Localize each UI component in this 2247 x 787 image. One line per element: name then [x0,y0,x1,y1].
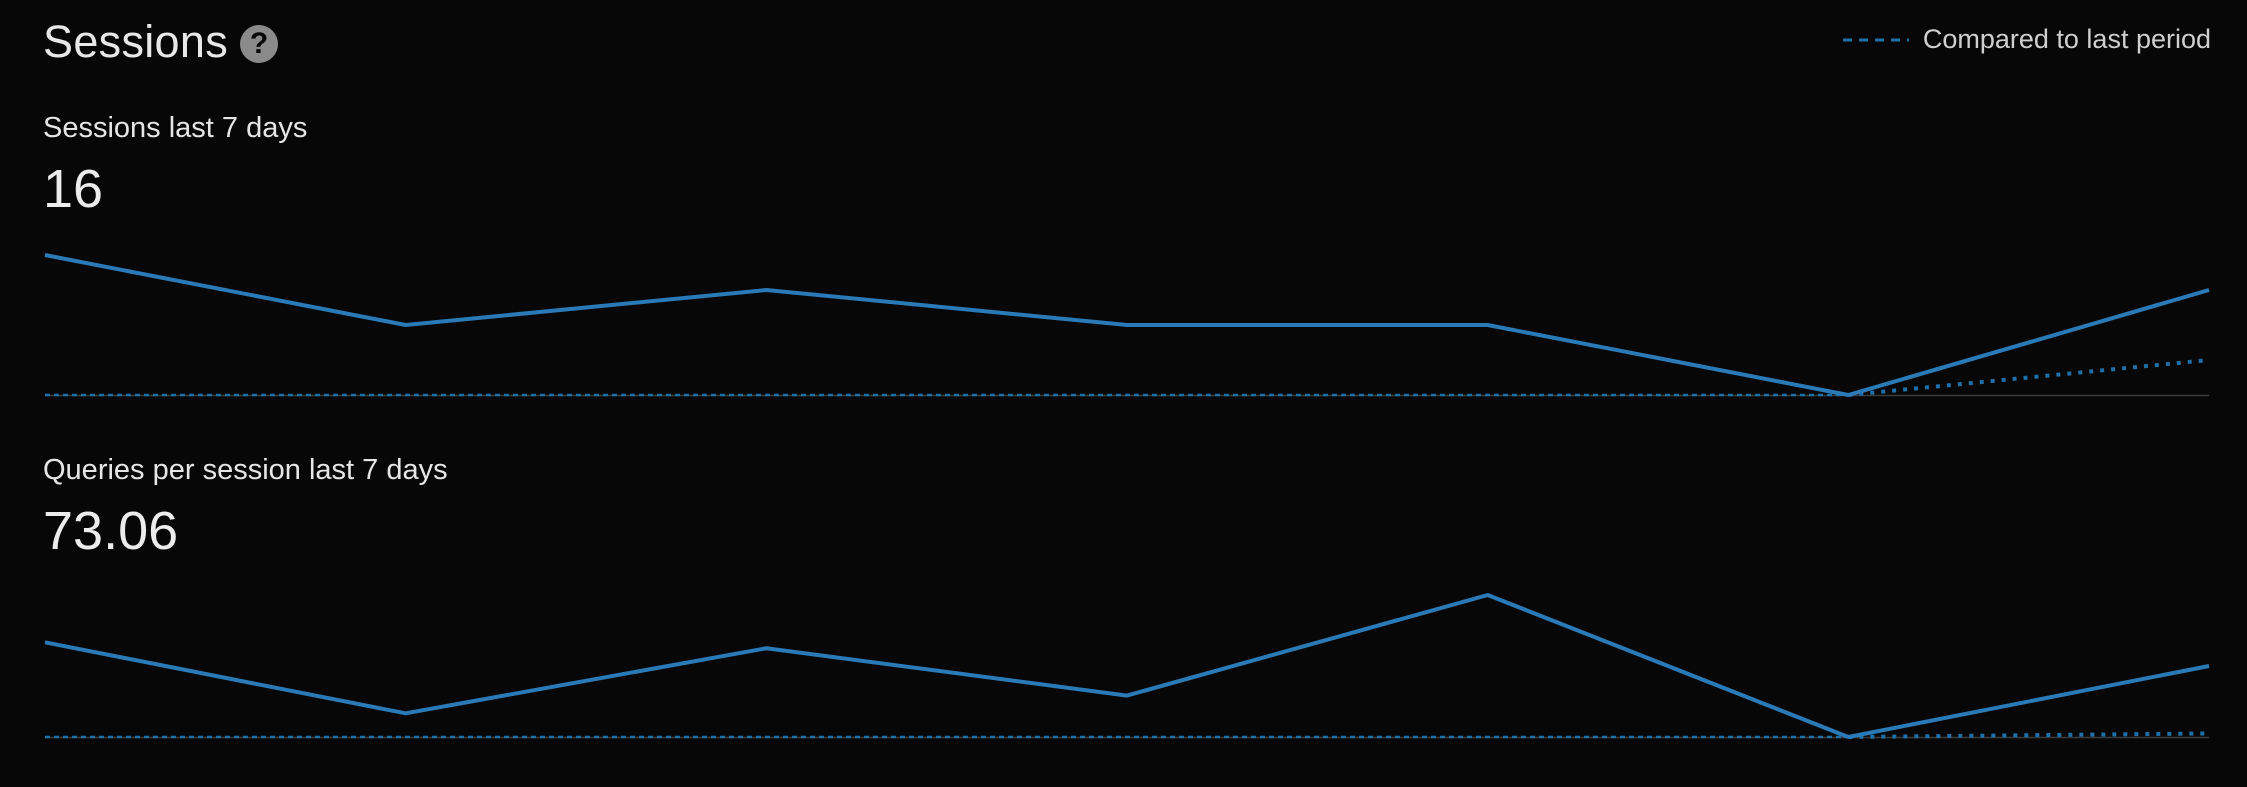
sessions-section: Sessions last 7 days 16 [43,112,2211,402]
page-title: Sessions [43,16,228,67]
data-point[interactable] [1842,731,1854,743]
data-point[interactable] [760,284,772,296]
data-point[interactable] [760,642,772,654]
data-point[interactable] [400,319,412,331]
data-point[interactable] [2203,284,2215,296]
data-point[interactable] [2203,660,2215,672]
question-circle-icon[interactable]: ? [240,25,278,63]
queries-section: Queries per session last 7 days 73.06 [43,454,2211,754]
metric-value: 16 [43,159,104,219]
sessions-header: Sessions ? Compared to last period [43,14,2211,72]
previous-period-tail [1848,731,2210,739]
metric-label: Sessions last 7 days [43,112,308,144]
metric-value: 73.06 [43,501,179,561]
data-point[interactable] [39,249,51,261]
legend: Compared to last period [1842,24,2211,55]
data-point[interactable] [1842,389,1854,401]
current-period-line [44,593,2210,739]
legend-label: Compared to last period [1922,24,2211,54]
title-wrap: Sessions ? [43,16,278,68]
data-point[interactable] [1482,319,1494,331]
sessions-chart [44,253,2210,401]
data-point[interactable] [1121,690,1133,702]
legend-dashed-line-icon [1842,38,1909,41]
queries-chart [44,589,2210,743]
data-point[interactable] [39,636,51,648]
data-point[interactable] [1121,319,1133,331]
metric-label: Queries per session last 7 days [43,454,448,486]
current-period-line [44,253,2210,397]
data-point[interactable] [1482,589,1494,601]
data-point[interactable] [400,707,412,719]
